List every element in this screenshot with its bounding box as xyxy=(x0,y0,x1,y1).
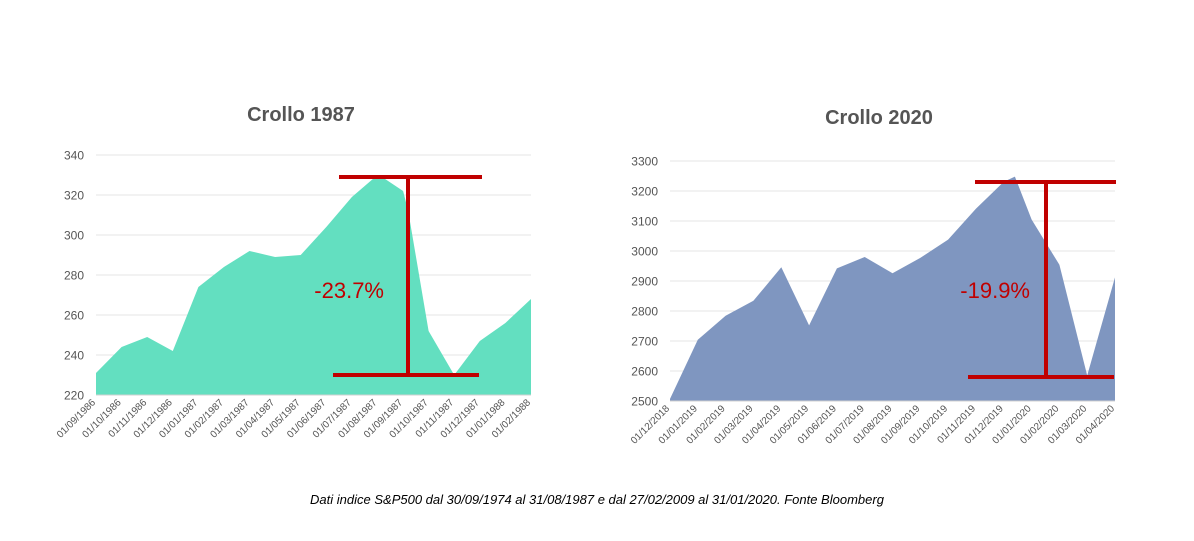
y-tick-label: 3000 xyxy=(631,245,658,259)
y-tick-label: 2700 xyxy=(631,335,658,349)
y-tick-label: 240 xyxy=(64,349,84,363)
annotation-label: -19.9% xyxy=(960,278,1030,303)
y-tick-label: 2500 xyxy=(631,395,658,409)
y-tick-label: 220 xyxy=(64,389,84,403)
y-tick-label: 3200 xyxy=(631,185,658,199)
y-tick-label: 3300 xyxy=(631,155,658,169)
y-tick-label: 2800 xyxy=(631,305,658,319)
footer-caption: Dati indice S&P500 dal 30/09/1974 al 31/… xyxy=(310,492,884,507)
y-tick-label: 320 xyxy=(64,189,84,203)
y-tick-label: 300 xyxy=(64,229,84,243)
y-tick-label: 260 xyxy=(64,309,84,323)
chart-crollo-2020: Crollo 2020 2500 2600 2700 2800 2900 3000 3100… xyxy=(600,0,1194,470)
y-tick-label: 2600 xyxy=(631,365,658,379)
chart-plot-2020: 25002600270028002900300031003200330001/1… xyxy=(629,155,1117,447)
chart-title: Crollo 1987 xyxy=(247,104,355,126)
area-series xyxy=(670,176,1115,401)
chart-plot-1987: 22024026028030032034001/09/198601/10/198… xyxy=(55,149,533,441)
y-tick-label: 3100 xyxy=(631,215,658,229)
area-series xyxy=(96,175,531,395)
y-tick-label: 280 xyxy=(64,269,84,283)
annotation-label: -23.7% xyxy=(314,278,384,303)
chart-crollo-1987: Crollo 1987 220 240 260 280 300 320 340 01/09/1… xyxy=(0,0,560,470)
chart-title: Crollo 2020 xyxy=(825,107,933,129)
y-tick-label: 2900 xyxy=(631,275,658,289)
y-tick-label: 340 xyxy=(64,149,84,163)
